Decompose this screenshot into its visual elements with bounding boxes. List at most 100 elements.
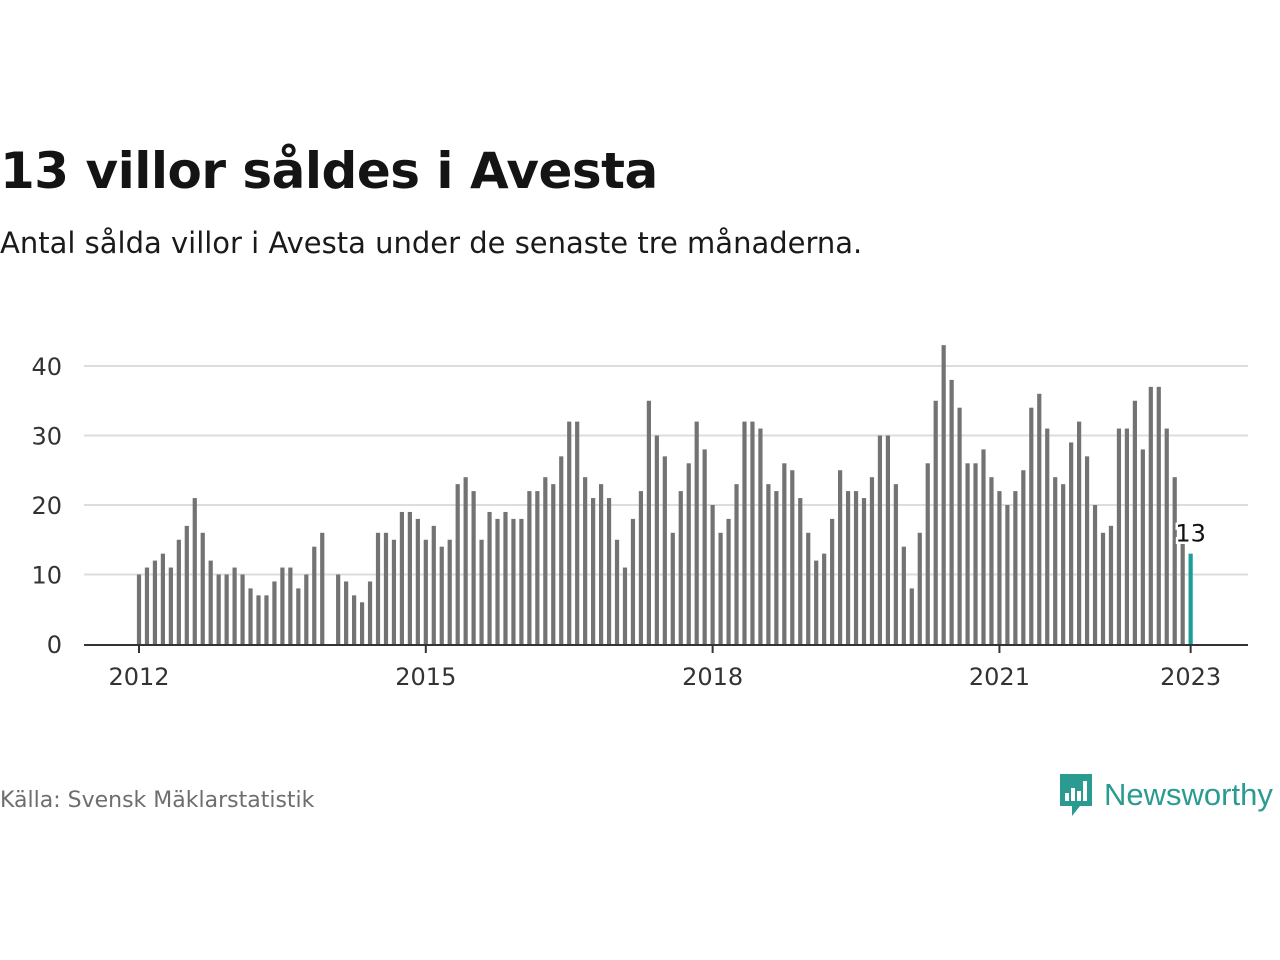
bar — [973, 463, 978, 644]
bar — [989, 477, 994, 644]
bar — [1084, 456, 1090, 644]
bar — [790, 470, 795, 644]
bar — [806, 532, 811, 644]
bar — [168, 567, 173, 644]
bar — [694, 421, 699, 644]
bar — [479, 539, 484, 644]
bar — [869, 477, 875, 644]
bar — [136, 574, 142, 644]
bar — [559, 456, 564, 644]
bar — [957, 407, 962, 644]
bar — [670, 532, 675, 644]
bar — [598, 484, 604, 644]
bar — [1021, 470, 1026, 644]
bar — [1132, 400, 1137, 644]
bar — [583, 477, 588, 644]
bar — [710, 505, 715, 644]
y-axis-ticks: 0 10 20 30 40 — [31, 353, 62, 659]
bar — [893, 484, 898, 644]
data-labels: 13 — [1173, 517, 1209, 550]
bar — [511, 518, 516, 644]
bar — [909, 588, 914, 644]
bar — [853, 491, 859, 644]
bar — [1013, 491, 1018, 644]
bar — [766, 484, 771, 644]
bars — [136, 345, 1193, 644]
bar — [519, 518, 524, 644]
bar — [814, 560, 819, 644]
x-tick-label: 2015 — [395, 663, 456, 691]
bar — [718, 532, 723, 644]
bar — [423, 539, 428, 644]
bar — [200, 532, 205, 644]
bar — [471, 491, 476, 644]
bar — [455, 484, 460, 644]
bar — [1061, 484, 1066, 644]
bar — [901, 546, 906, 644]
bar — [949, 379, 954, 644]
bar — [551, 484, 556, 644]
bar — [981, 449, 986, 644]
x-tick-label: 2018 — [682, 663, 743, 691]
x-axis-ticks: 2012 2015 2018 2021 2023 — [108, 645, 1221, 691]
bar — [208, 560, 213, 644]
bar — [320, 532, 325, 644]
newsworthy-logo[interactable]: Newsworthy — [1058, 772, 1273, 818]
bar — [591, 498, 596, 644]
bar — [638, 491, 644, 644]
bar — [678, 491, 683, 644]
bar — [415, 518, 420, 644]
bar — [264, 595, 269, 644]
bar — [662, 456, 667, 644]
bar — [176, 539, 181, 644]
bar — [1180, 539, 1185, 644]
bar — [1069, 442, 1074, 644]
y-tick-label: 10 — [31, 562, 62, 590]
bar — [391, 539, 397, 644]
bar — [1029, 407, 1034, 644]
bar — [630, 518, 636, 644]
bar — [702, 449, 707, 644]
bar — [399, 511, 405, 644]
source-note: Källa: Svensk Mäklarstatistik — [0, 788, 315, 813]
bar — [431, 525, 436, 644]
bar — [144, 567, 150, 644]
y-tick-label: 40 — [31, 353, 62, 381]
bar — [830, 518, 835, 644]
bar — [774, 491, 779, 644]
bar — [535, 491, 540, 644]
bar — [822, 553, 827, 644]
x-tick-label: 2012 — [108, 663, 169, 691]
bar — [798, 498, 803, 644]
bar — [1116, 428, 1122, 644]
bar — [503, 511, 508, 644]
bar — [654, 435, 659, 644]
bar — [439, 546, 444, 644]
bar — [1172, 477, 1177, 644]
bar — [941, 345, 946, 644]
bar — [1092, 505, 1098, 644]
bar — [614, 539, 620, 644]
bar — [734, 484, 739, 644]
bar — [1077, 421, 1082, 644]
bar — [280, 567, 285, 644]
bar — [750, 421, 755, 644]
bar — [606, 498, 612, 644]
bar — [192, 498, 197, 644]
bar-chart-bubble-icon — [1060, 774, 1092, 816]
bar — [527, 491, 532, 644]
brand-name: Newsworthy — [1104, 777, 1273, 812]
bar — [1045, 428, 1050, 644]
bar — [877, 435, 883, 644]
data-label-last: 13 — [1175, 520, 1206, 548]
bar — [312, 546, 317, 644]
bar — [296, 588, 301, 644]
bar — [686, 463, 691, 644]
bar — [742, 421, 747, 644]
bar — [861, 498, 867, 644]
bar — [543, 477, 548, 644]
y-tick-label: 0 — [47, 631, 62, 659]
bar — [1108, 525, 1114, 644]
bar — [487, 511, 492, 644]
bar — [336, 574, 341, 644]
